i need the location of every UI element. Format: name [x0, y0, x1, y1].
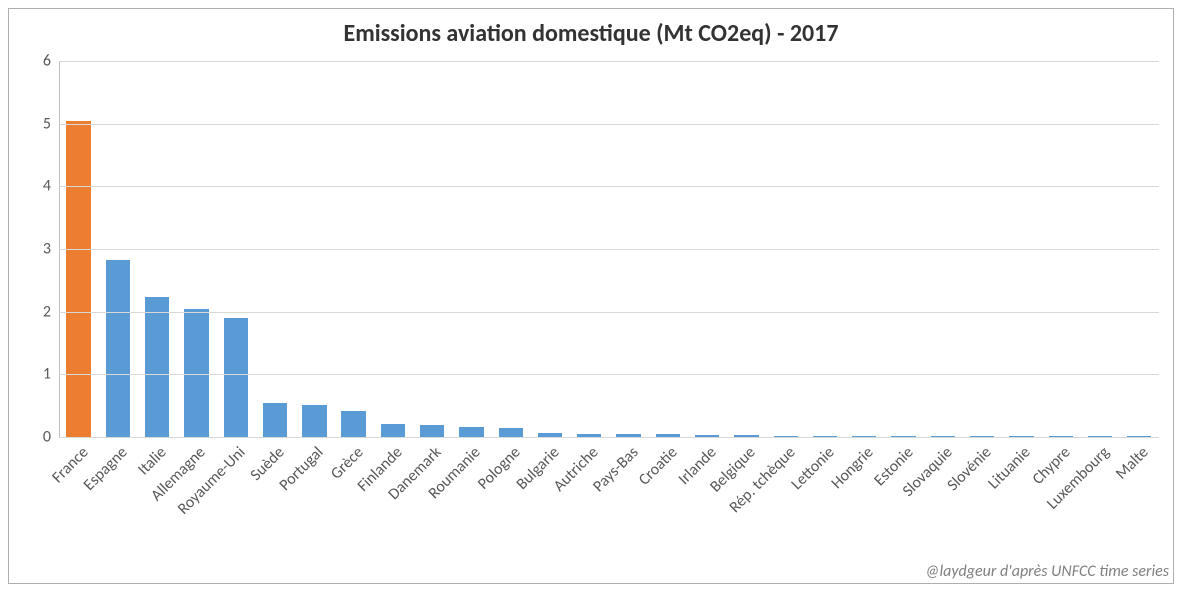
gridline — [59, 249, 1159, 250]
gridline — [59, 374, 1159, 375]
y-tick-label: 0 — [43, 428, 51, 447]
x-tick-label: Malte — [1112, 443, 1152, 483]
gridline — [59, 61, 1159, 62]
y-tick-label: 5 — [43, 114, 51, 133]
y-tick-label: 3 — [43, 240, 51, 259]
gridline — [59, 437, 1159, 438]
gridline — [59, 124, 1159, 125]
bar — [499, 428, 523, 437]
bar — [184, 309, 208, 437]
gridline — [59, 186, 1159, 187]
y-tick-label: 2 — [43, 302, 51, 321]
bar — [224, 318, 248, 437]
x-tick-label: Hongrie — [828, 443, 878, 493]
x-tick-label: Croatie — [635, 443, 681, 489]
bar — [145, 297, 169, 437]
bar — [420, 425, 444, 437]
bar — [106, 260, 130, 437]
bar — [302, 405, 326, 437]
x-tick-label: Pologne — [474, 443, 524, 493]
bar — [66, 121, 90, 437]
bar — [263, 403, 287, 437]
bar — [341, 411, 365, 437]
bar — [459, 427, 483, 437]
y-tick-label: 6 — [43, 52, 51, 71]
plot-area: FranceEspagneItalieAllemagneRoyaume-UniS… — [59, 61, 1159, 437]
chart-frame: Emissions aviation domestique (Mt CO2eq)… — [8, 8, 1174, 584]
chart-title: Emissions aviation domestique (Mt CO2eq)… — [9, 19, 1173, 48]
y-tick-label: 4 — [43, 177, 51, 196]
gridline — [59, 312, 1159, 313]
x-tick-label: Lituanie — [985, 443, 1035, 493]
y-tick-label: 1 — [43, 365, 51, 384]
chart-credit: @laydgeur d'après UNFCC time series — [925, 562, 1169, 581]
bar — [381, 424, 405, 437]
